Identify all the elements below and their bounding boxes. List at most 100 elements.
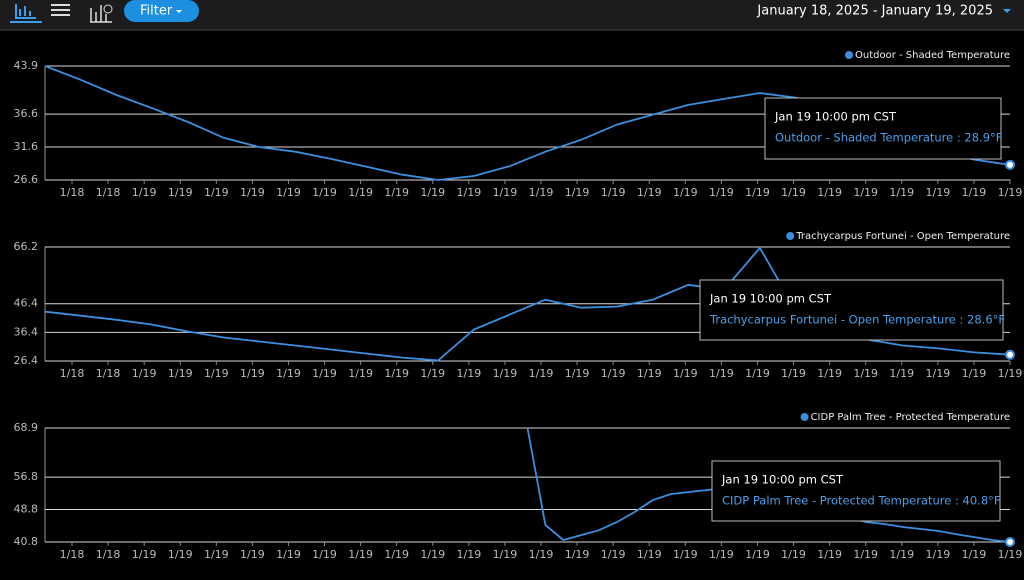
legend-label: Trachycarpus Fortunei - Open Temperature	[795, 231, 1010, 242]
x-tick-label: 1/19	[204, 186, 229, 199]
x-tick-label: 1/19	[276, 367, 301, 380]
x-tick-label: 1/19	[276, 548, 301, 561]
date-range[interactable]: January 18, 2025 - January 19, 2025	[756, 4, 993, 19]
x-tick-label: 1/18	[60, 186, 85, 199]
filter-button[interactable]: Filter	[124, 0, 199, 22]
x-tick-label: 1/19	[925, 548, 950, 561]
x-tick-label: 1/19	[132, 548, 157, 561]
y-tick-label: 66.2	[14, 240, 39, 253]
x-tick-label: 1/19	[637, 186, 662, 199]
x-tick-label: 1/19	[709, 186, 734, 199]
x-tick-label: 1/19	[709, 367, 734, 380]
tooltip-value: Trachycarpus Fortunei - Open Temperature…	[709, 313, 1005, 327]
x-tick-label: 1/19	[348, 548, 373, 561]
y-tick-label: 46.4	[14, 297, 39, 310]
legend-dot	[800, 413, 809, 421]
x-tick-label: 1/19	[817, 186, 842, 199]
x-tick-label: 1/19	[998, 186, 1023, 199]
x-tick-label: 1/19	[889, 367, 914, 380]
tooltip-value: CIDP Palm Tree - Protected Temperature :…	[722, 494, 1001, 508]
x-tick-label: 1/19	[420, 548, 445, 561]
x-tick-label: 1/18	[96, 186, 121, 199]
tooltip	[699, 279, 1004, 341]
x-tick-label: 1/19	[493, 186, 518, 199]
legend-label: Outdoor - Shaded Temperature	[855, 50, 1010, 61]
end-marker	[1005, 349, 1015, 360]
x-tick-label: 1/19	[384, 548, 409, 561]
y-tick-label: 31.6	[14, 140, 39, 153]
x-tick-label: 1/18	[60, 367, 85, 380]
x-tick-label: 1/19	[781, 548, 806, 561]
x-tick-label: 1/19	[493, 367, 518, 380]
x-tick-label: 1/19	[384, 186, 409, 199]
x-tick-label: 1/19	[168, 186, 193, 199]
tooltip	[711, 460, 1001, 522]
x-tick-label: 1/19	[637, 367, 662, 380]
tooltip-time: Jan 19 10:00 pm CST	[709, 292, 832, 306]
filter-label: Filter	[140, 4, 173, 19]
x-tick-label: 1/19	[962, 186, 987, 199]
x-tick-label: 1/19	[817, 548, 842, 561]
x-tick-label: 1/19	[709, 548, 734, 561]
x-tick-label: 1/19	[889, 186, 914, 199]
x-tick-label: 1/19	[781, 186, 806, 199]
y-tick-label: 26.6	[14, 173, 39, 186]
x-tick-label: 1/19	[601, 548, 626, 561]
x-tick-label: 1/19	[456, 186, 481, 199]
x-tick-label: 1/19	[529, 186, 554, 199]
x-tick-label: 1/19	[456, 367, 481, 380]
x-tick-label: 1/19	[853, 548, 878, 561]
legend-dot	[845, 51, 854, 59]
x-tick-label: 1/19	[132, 367, 157, 380]
x-tick-label: 1/18	[60, 548, 85, 561]
x-tick-label: 1/19	[637, 548, 662, 561]
compare-button[interactable]	[90, 4, 113, 23]
x-tick-label: 1/19	[673, 367, 698, 380]
x-tick-label: 1/19	[565, 367, 590, 380]
tooltip	[764, 97, 1002, 160]
x-tick-label: 1/19	[889, 548, 914, 561]
x-tick-label: 1/19	[493, 548, 518, 561]
y-tick-label: 26.4	[14, 354, 39, 367]
x-tick-label: 1/19	[420, 186, 445, 199]
x-tick-label: 1/19	[998, 548, 1023, 561]
x-tick-label: 1/19	[962, 367, 987, 380]
x-tick-label: 1/19	[998, 367, 1023, 380]
x-tick-label: 1/19	[962, 548, 987, 561]
tooltip-value: Outdoor - Shaded Temperature : 28.9°F	[775, 131, 1002, 145]
x-tick-label: 1/19	[312, 548, 337, 561]
list-view-button[interactable]	[51, 4, 70, 16]
y-tick-label: 56.8	[14, 470, 39, 483]
x-tick-label: 1/19	[348, 186, 373, 199]
x-tick-label: 1/19	[565, 186, 590, 199]
chart-view-button[interactable]	[10, 4, 42, 23]
x-tick-label: 1/19	[529, 367, 554, 380]
x-tick-label: 1/19	[745, 186, 770, 199]
x-tick-label: 1/19	[565, 548, 590, 561]
x-tick-label: 1/19	[745, 548, 770, 561]
date-dropdown[interactable]	[1003, 9, 1011, 13]
y-tick-label: 43.9	[14, 59, 39, 72]
x-tick-label: 1/19	[817, 367, 842, 380]
x-tick-label: 1/19	[853, 186, 878, 199]
tooltip-time: Jan 19 10:00 pm CST	[721, 473, 844, 487]
x-tick-label: 1/19	[781, 367, 806, 380]
x-tick-label: 1/19	[601, 367, 626, 380]
x-tick-label: 1/19	[240, 186, 265, 199]
y-tick-label: 36.6	[14, 107, 39, 120]
end-marker	[1005, 159, 1015, 170]
end-marker	[1005, 537, 1015, 547]
x-tick-label: 1/19	[925, 367, 950, 380]
y-tick-label: 36.4	[14, 325, 39, 338]
x-tick-label: 1/19	[348, 367, 373, 380]
y-tick-label: 68.9	[14, 421, 39, 434]
x-tick-label: 1/19	[168, 548, 193, 561]
y-tick-label: 40.8	[14, 535, 39, 548]
y-tick-label: 48.8	[14, 503, 39, 516]
x-tick-label: 1/19	[240, 548, 265, 561]
x-tick-label: 1/19	[529, 548, 554, 561]
x-tick-label: 1/19	[420, 367, 445, 380]
x-tick-label: 1/19	[132, 186, 157, 199]
